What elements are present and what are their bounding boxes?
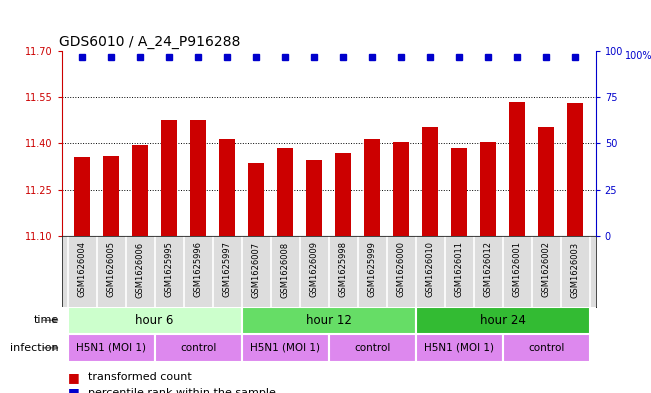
Text: control: control (354, 343, 391, 353)
Text: hour 6: hour 6 (135, 314, 174, 327)
Text: GSM1626007: GSM1626007 (252, 241, 260, 298)
Bar (416, 307, 590, 334)
Text: transformed count: transformed count (88, 372, 191, 382)
Bar (416, 334, 503, 362)
Text: GSM1626012: GSM1626012 (484, 241, 493, 298)
Text: infection: infection (10, 343, 59, 353)
Bar (503, 334, 590, 362)
Text: GSM1626005: GSM1626005 (107, 241, 116, 298)
Bar (277, 148, 293, 236)
Text: 100%: 100% (625, 51, 651, 61)
Text: GSM1626011: GSM1626011 (455, 241, 464, 298)
Bar (335, 153, 352, 236)
Text: hour 12: hour 12 (306, 314, 352, 327)
Bar (451, 148, 467, 236)
Text: GSM1626000: GSM1626000 (397, 241, 406, 298)
Bar (68, 334, 155, 362)
Bar (393, 142, 409, 236)
Text: H5N1 (MOI 1): H5N1 (MOI 1) (250, 343, 320, 353)
Text: time: time (33, 315, 59, 325)
Text: GSM1626009: GSM1626009 (310, 241, 319, 298)
Text: control: control (180, 343, 216, 353)
Bar (74, 157, 90, 236)
Text: GSM1626004: GSM1626004 (77, 241, 87, 298)
Text: GSM1625997: GSM1625997 (223, 241, 232, 298)
Text: GSM1626010: GSM1626010 (426, 241, 435, 298)
Bar (242, 334, 329, 362)
Text: GSM1625995: GSM1625995 (165, 241, 174, 298)
Text: ■: ■ (68, 371, 80, 384)
Text: GSM1625996: GSM1625996 (194, 241, 202, 298)
Bar (568, 103, 583, 236)
Bar (365, 139, 380, 236)
Text: percentile rank within the sample: percentile rank within the sample (88, 388, 276, 393)
Bar (219, 139, 235, 236)
Text: GSM1626003: GSM1626003 (571, 241, 580, 298)
Text: GSM1626008: GSM1626008 (281, 241, 290, 298)
Bar (104, 156, 119, 236)
Bar (538, 127, 554, 236)
Bar (509, 102, 525, 236)
Text: control: control (528, 343, 564, 353)
Bar (155, 334, 242, 362)
Bar (68, 307, 242, 334)
Text: GSM1625998: GSM1625998 (339, 241, 348, 298)
Text: GSM1626002: GSM1626002 (542, 241, 551, 298)
Bar (132, 145, 148, 236)
Bar (329, 334, 416, 362)
Bar (161, 120, 177, 236)
Bar (422, 127, 438, 236)
Bar (190, 120, 206, 236)
Text: GDS6010 / A_24_P916288: GDS6010 / A_24_P916288 (59, 35, 241, 49)
Text: GSM1626001: GSM1626001 (513, 241, 522, 298)
Text: H5N1 (MOI 1): H5N1 (MOI 1) (424, 343, 494, 353)
Bar (306, 160, 322, 236)
Text: GSM1626006: GSM1626006 (135, 241, 145, 298)
Bar (480, 142, 496, 236)
Text: GSM1625999: GSM1625999 (368, 241, 377, 298)
Text: ■: ■ (68, 386, 80, 393)
Bar (242, 307, 416, 334)
Text: hour 24: hour 24 (480, 314, 526, 327)
Text: H5N1 (MOI 1): H5N1 (MOI 1) (76, 343, 146, 353)
Bar (248, 163, 264, 236)
